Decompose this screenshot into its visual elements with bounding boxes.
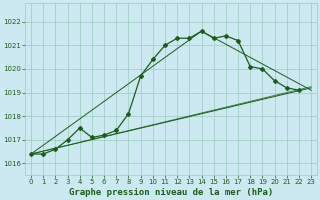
X-axis label: Graphe pression niveau de la mer (hPa): Graphe pression niveau de la mer (hPa)	[69, 188, 273, 197]
